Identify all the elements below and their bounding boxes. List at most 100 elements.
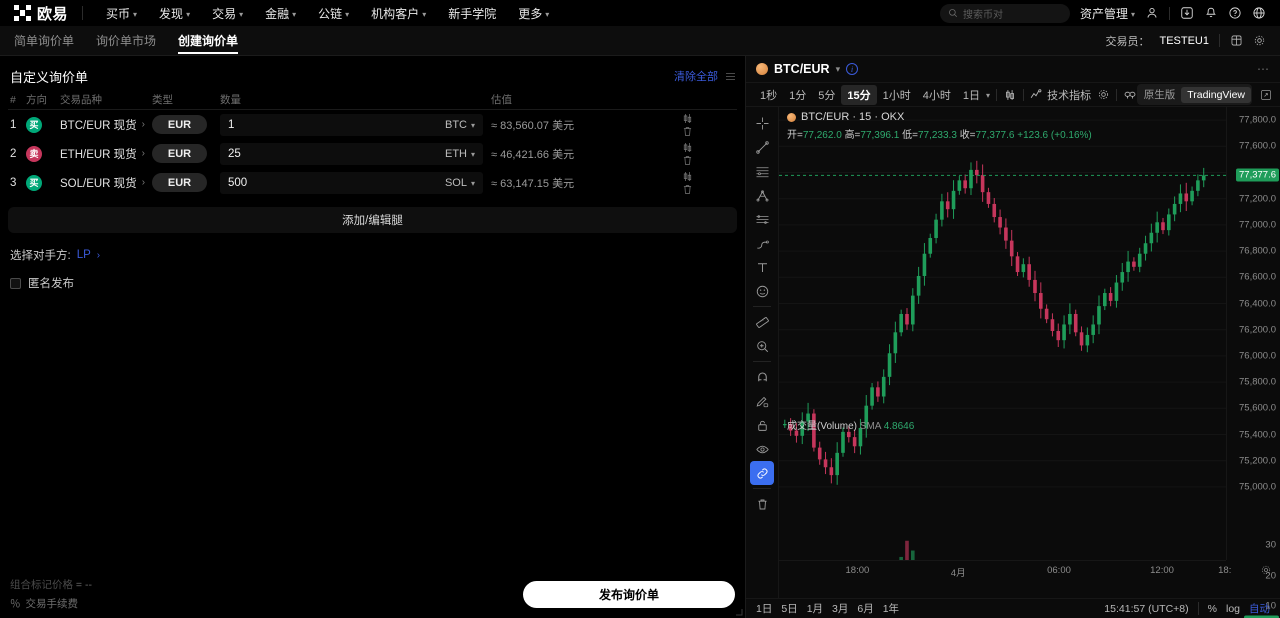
trader-name: TESTEU1 bbox=[1159, 34, 1209, 47]
chart-settings-gear-icon[interactable] bbox=[1097, 88, 1110, 101]
axis-settings-icon[interactable] bbox=[1260, 564, 1272, 576]
tab-create-rfq[interactable]: 创建询价单 bbox=[178, 26, 239, 56]
quantity-input[interactable]: 1 BTC ▾ bbox=[220, 113, 483, 136]
type-pill[interactable]: EUR bbox=[152, 173, 207, 192]
chevron-down-icon[interactable]: ▾ bbox=[470, 150, 475, 159]
nav-item-academy[interactable]: 新手学院 bbox=[437, 5, 507, 22]
timeframe-1h[interactable]: 1小时 bbox=[882, 89, 911, 102]
nav-item-chain[interactable]: 公链 ▾ bbox=[307, 5, 360, 22]
divider bbox=[1169, 6, 1170, 20]
nav-item-finance[interactable]: 金融 ▾ bbox=[254, 5, 307, 22]
bell-icon[interactable] bbox=[1204, 6, 1218, 20]
type-pill[interactable]: EUR bbox=[152, 115, 207, 134]
snapshot-icon[interactable] bbox=[1123, 88, 1137, 102]
delete-row-icon[interactable] bbox=[681, 125, 737, 138]
candlestick-icon[interactable] bbox=[681, 112, 737, 125]
timeframe-1m[interactable]: 1分 bbox=[789, 89, 807, 102]
pitchfork-icon[interactable] bbox=[750, 183, 774, 207]
brush-icon[interactable] bbox=[750, 231, 774, 255]
percent-scale-button[interactable]: % bbox=[1207, 602, 1217, 615]
nav-item-buy-crypto[interactable]: 买币 ▾ bbox=[95, 5, 148, 22]
resize-handle-icon[interactable] bbox=[735, 608, 743, 616]
chevron-right-icon[interactable]: › bbox=[96, 249, 101, 261]
help-icon[interactable] bbox=[1228, 6, 1242, 20]
fullscreen-icon[interactable] bbox=[1260, 89, 1272, 101]
side-cell[interactable]: 卖 bbox=[26, 145, 60, 162]
timeframe-1s[interactable]: 1秒 bbox=[760, 89, 778, 102]
user-icon[interactable] bbox=[1145, 6, 1159, 20]
assets-menu[interactable]: 资产管理 ▾ bbox=[1080, 5, 1135, 22]
mode-native[interactable]: 原生版 bbox=[1143, 89, 1176, 101]
indicators-button[interactable]: 技术指标 bbox=[1029, 87, 1091, 103]
nav-item-trade[interactable]: 交易 ▾ bbox=[201, 5, 254, 22]
timeframe-15m[interactable]: 15分 bbox=[841, 84, 877, 105]
tab-rfq-market[interactable]: 询价单市场 bbox=[96, 26, 156, 56]
lock-icon[interactable] bbox=[750, 413, 774, 437]
chevron-down-icon[interactable]: ▾ bbox=[986, 91, 991, 100]
candlestick-icon[interactable] bbox=[681, 141, 737, 154]
side-cell[interactable]: 买 bbox=[26, 174, 60, 191]
candlestick-type-icon[interactable] bbox=[1003, 88, 1017, 102]
publish-rfq-button[interactable]: 发布询价单 bbox=[523, 581, 735, 608]
tab-simple-rfq[interactable]: 简单询价单 bbox=[14, 26, 74, 56]
pencil-lock-icon[interactable] bbox=[750, 389, 774, 413]
zoom-in-icon[interactable] bbox=[750, 334, 774, 358]
instrument-selector[interactable]: SOL/EUR 现货 › bbox=[60, 175, 152, 191]
counterparty-value[interactable]: LP bbox=[76, 249, 91, 261]
instrument-selector[interactable]: BTC/EUR 现货 › bbox=[60, 117, 152, 133]
trash-icon[interactable] bbox=[750, 492, 774, 516]
download-icon[interactable] bbox=[1180, 6, 1194, 20]
chevron-down-icon[interactable]: ▾ bbox=[470, 121, 475, 130]
chevron-down-icon[interactable]: ▾ bbox=[470, 179, 475, 188]
clear-all-button[interactable]: 清除全部 bbox=[674, 71, 718, 83]
crosshair-icon[interactable] bbox=[750, 111, 774, 135]
mode-tradingview[interactable]: TradingView bbox=[1181, 86, 1251, 103]
fibonacci-icon[interactable] bbox=[750, 207, 774, 231]
log-scale-button[interactable]: log bbox=[1225, 602, 1240, 615]
range-1d[interactable]: 1日 bbox=[756, 603, 773, 615]
timeframe-4h[interactable]: 4小时 bbox=[922, 89, 951, 102]
quantity-input[interactable]: 500 SOL ▾ bbox=[220, 171, 483, 194]
ruler-icon[interactable] bbox=[750, 310, 774, 334]
nav-item-more[interactable]: 更多 ▾ bbox=[507, 5, 560, 22]
delete-row-icon[interactable] bbox=[681, 183, 737, 196]
settings-gear-icon[interactable] bbox=[1253, 34, 1266, 47]
side-cell[interactable]: 买 bbox=[26, 116, 60, 133]
globe-icon[interactable] bbox=[1252, 6, 1266, 20]
timeframe-1d[interactable]: 1日 bbox=[962, 89, 980, 102]
nav-item-discover[interactable]: 发现 ▾ bbox=[148, 5, 201, 22]
chart-menu-icon[interactable]: ⋯ bbox=[1257, 62, 1270, 76]
eye-icon[interactable] bbox=[750, 437, 774, 461]
quantity-input[interactable]: 25 ETH ▾ bbox=[220, 142, 483, 165]
nav-item-institutional[interactable]: 机构客户 ▾ bbox=[360, 5, 437, 22]
range-1y[interactable]: 1年 bbox=[882, 603, 900, 615]
layout-icon[interactable] bbox=[1230, 34, 1243, 47]
okx-logo[interactable]: 欧易 bbox=[14, 3, 68, 24]
text-icon[interactable] bbox=[750, 255, 774, 279]
add-edit-leg-button[interactable]: 添加/编辑腿 bbox=[8, 207, 737, 233]
link-icon[interactable] bbox=[750, 461, 774, 485]
emoji-icon[interactable] bbox=[750, 279, 774, 303]
info-icon[interactable]: i bbox=[846, 63, 859, 75]
type-pill[interactable]: EUR bbox=[152, 144, 207, 163]
chart-plot[interactable]: BTC/EUR · 15 · OKX 开=77,262.0 高=77,396.1… bbox=[779, 107, 1226, 560]
range-3mo[interactable]: 3月 bbox=[832, 603, 849, 615]
range-6mo[interactable]: 6月 bbox=[857, 603, 874, 615]
instrument-selector[interactable]: ETH/EUR 现货 › bbox=[60, 146, 152, 162]
magnet-icon[interactable] bbox=[750, 365, 774, 389]
anonymous-checkbox[interactable] bbox=[10, 277, 21, 289]
volume-tick: 10 bbox=[1265, 600, 1276, 612]
trend-line-icon[interactable] bbox=[750, 135, 774, 159]
delete-row-icon[interactable] bbox=[681, 154, 737, 167]
price-axis[interactable]: 77,800.077,600.077,400.077,200.077,000.0… bbox=[1226, 107, 1280, 618]
search-input[interactable]: 搜索币对 bbox=[939, 3, 1070, 23]
timeframe-5m[interactable]: 5分 bbox=[818, 89, 836, 102]
range-1mo[interactable]: 1月 bbox=[806, 603, 824, 615]
chevron-down-icon[interactable]: ▾ bbox=[835, 63, 841, 74]
auto-scale-button[interactable]: 自动 bbox=[1249, 603, 1270, 615]
time-axis[interactable]: 18:00 4月 06:00 12:00 18: bbox=[779, 560, 1231, 579]
drag-handle-icon[interactable] bbox=[726, 72, 735, 80]
candlestick-icon[interactable] bbox=[681, 170, 737, 183]
horizontal-lines-icon[interactable] bbox=[750, 159, 774, 183]
range-5d[interactable]: 5日 bbox=[781, 603, 798, 615]
